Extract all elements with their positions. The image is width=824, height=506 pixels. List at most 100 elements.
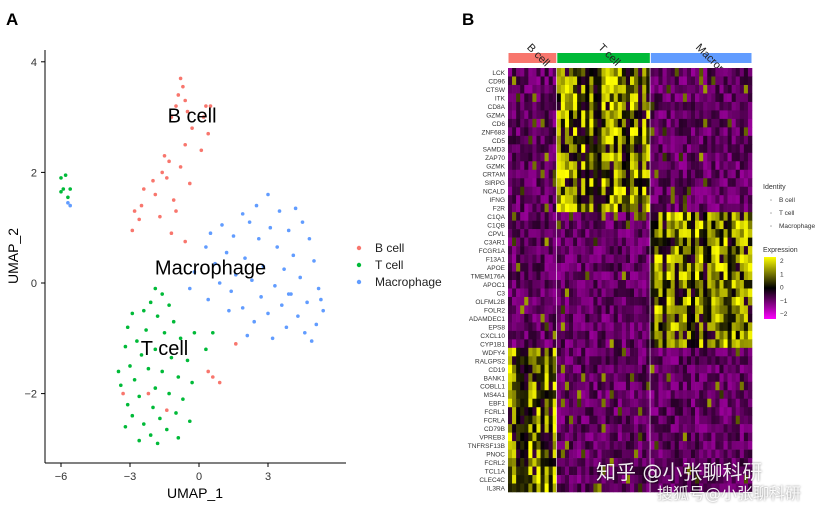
heatmap-cell: [581, 466, 586, 476]
point-macrophage: [240, 212, 245, 216]
heatmap-cell: [528, 441, 533, 450]
point-b-cell: [178, 76, 183, 81]
heatmap-cell: [536, 68, 541, 77]
heatmap-cell: [621, 424, 627, 433]
heatmap-cell: [674, 390, 680, 400]
heatmap-cell: [719, 135, 724, 145]
heatmap-cell: [528, 296, 533, 306]
heatmap-cell: [581, 195, 586, 204]
heatmap-cell: [678, 305, 684, 315]
heatmap-cell: [601, 415, 606, 425]
heatmap-cell: [686, 118, 692, 128]
heatmap-cell: [642, 313, 647, 323]
heatmap-cell: [512, 339, 517, 349]
point-t-cell: [176, 375, 181, 379]
heatmap-cell: [662, 398, 667, 408]
heatmap-cell: [695, 305, 700, 315]
heatmap-cell: [747, 178, 753, 188]
heatmap-cell: [743, 432, 749, 442]
heatmap-cell: [524, 458, 529, 467]
heatmap-cell: [601, 356, 606, 366]
heatmap-cell: [743, 381, 749, 391]
point-t-cell: [59, 189, 63, 194]
heatmap-cell: [573, 246, 578, 255]
heatmap-cell: [715, 169, 720, 179]
heatmap-cell: [540, 322, 545, 332]
heatmap-cell: [617, 356, 623, 366]
heatmap-cell: [747, 212, 753, 221]
heatmap-cell: [556, 296, 562, 306]
heatmap-cell: [625, 169, 631, 179]
heatmap-cell: [617, 466, 623, 476]
heatmap-cell: [727, 330, 732, 340]
point-t-cell: [68, 187, 72, 191]
heatmap-cell: [581, 118, 586, 128]
heatmap-cell: [577, 237, 582, 247]
heatmap-cell: [516, 390, 521, 400]
heatmap-cell: [650, 483, 655, 493]
heatmap-cell: [621, 339, 627, 349]
heatmap-cell: [654, 229, 659, 238]
heatmap-cell: [727, 415, 732, 425]
heatmap-cell: [593, 135, 598, 145]
heatmap-cell: [544, 271, 549, 281]
heatmap-cell: [646, 186, 651, 196]
heatmap-cell: [621, 381, 627, 391]
heatmap-cell: [731, 364, 737, 374]
heatmap-cell: [642, 441, 647, 450]
heatmap-cell: [593, 280, 598, 289]
heatmap-cell: [731, 110, 737, 120]
heatmap-cell: [686, 135, 692, 145]
heatmap-cell: [528, 203, 533, 213]
heatmap-cell: [686, 186, 692, 196]
heatmap-cell: [735, 475, 741, 484]
heatmap-cell: [658, 135, 663, 145]
heatmap-cell: [727, 186, 732, 196]
heatmap-cell: [682, 110, 688, 120]
heatmap-cell: [560, 212, 566, 221]
heatmap-cell: [601, 322, 606, 332]
heatmap-cell: [577, 93, 582, 103]
heatmap-cell: [564, 110, 570, 120]
heatmap-cell: [569, 203, 574, 213]
heatmap-cell: [532, 280, 537, 289]
heatmap-cell: [564, 144, 570, 154]
heatmap-cell: [589, 195, 594, 204]
heatmap-cell: [723, 178, 728, 188]
heatmap-cell: [711, 475, 716, 484]
heatmap-cell: [548, 373, 554, 383]
heatmap-cell: [516, 161, 521, 171]
heatmap-cell: [727, 347, 732, 357]
heatmap-cell: [589, 288, 594, 298]
point-macrophage: [252, 319, 256, 324]
heatmap-cell: [739, 246, 745, 255]
heatmap-cell: [613, 195, 619, 204]
heatmap-cell: [707, 135, 712, 145]
heatmap-cell: [508, 475, 513, 484]
heatmap-cell: [621, 152, 627, 162]
heatmap-cell: [646, 195, 651, 204]
heatmap-cell: [593, 220, 598, 230]
heatmap-cell: [650, 373, 655, 383]
heatmap-cell: [556, 364, 562, 374]
heatmap-cell: [552, 110, 558, 120]
heatmap-cell: [638, 127, 643, 137]
point-t-cell: [135, 339, 139, 343]
heatmap-cell: [528, 93, 533, 103]
heatmap-cell: [674, 305, 680, 315]
point-b-cell: [139, 203, 144, 208]
heatmap-cell: [617, 313, 623, 323]
heatmap-cell: [743, 84, 749, 94]
heatmap-cell: [560, 339, 566, 349]
panel-label-b: B: [462, 10, 474, 29]
heatmap-cell: [564, 161, 570, 171]
heatmap-cell: [564, 178, 570, 188]
point-t-cell: [116, 369, 121, 374]
gene-label: FCRL2: [484, 460, 505, 467]
heatmap-cell: [532, 229, 537, 238]
point-t-cell: [211, 330, 215, 335]
heatmap-cell: [691, 415, 696, 425]
heatmap-cell: [544, 280, 549, 289]
heatmap-cell: [516, 415, 521, 425]
heatmap-cell: [691, 110, 696, 120]
